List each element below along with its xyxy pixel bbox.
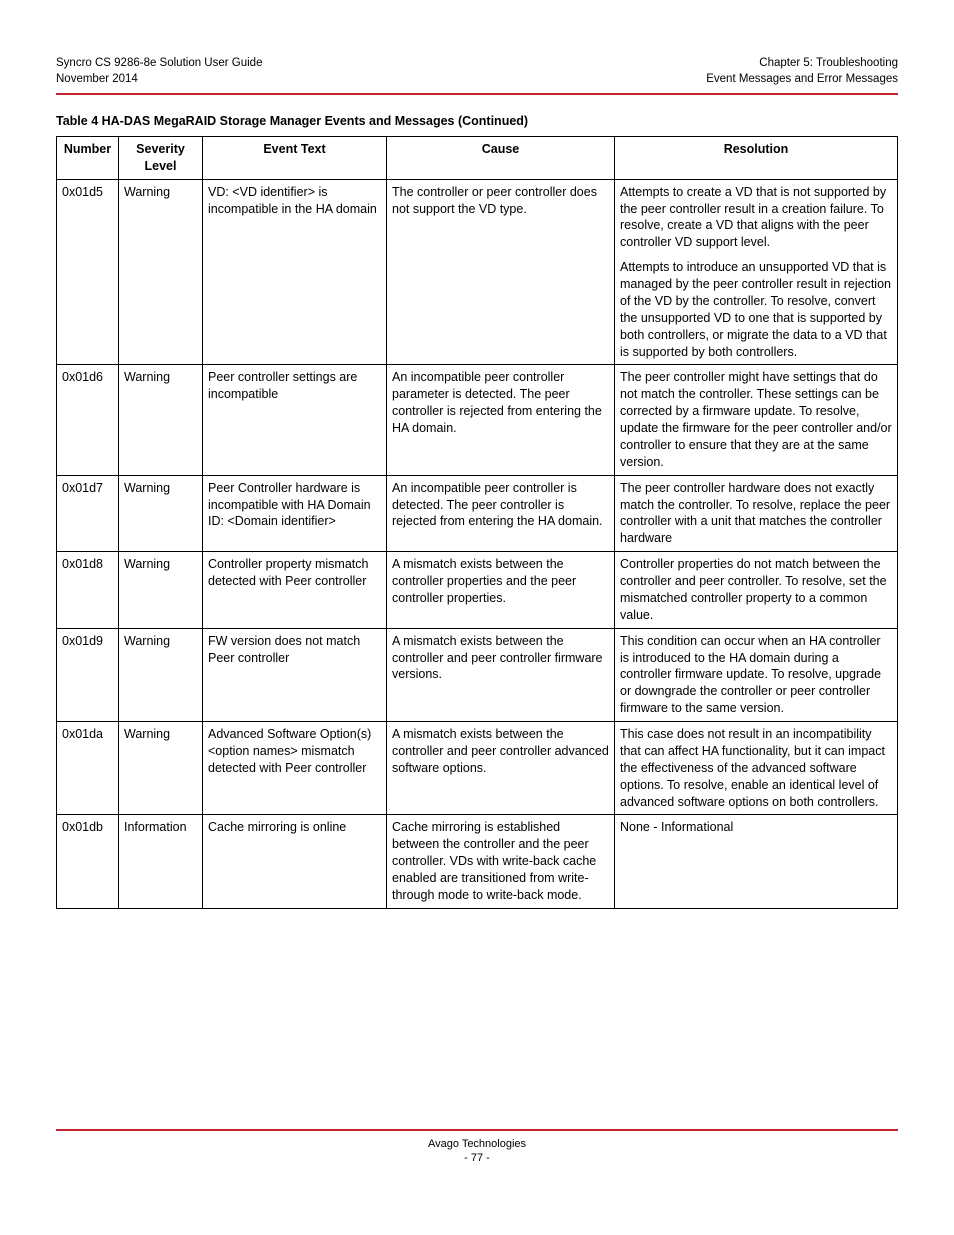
header-rule <box>56 93 898 95</box>
header-left: Syncro CS 9286-8e Solution User Guide No… <box>56 56 262 87</box>
cell-number: 0x01d7 <box>57 475 119 552</box>
col-resolution: Resolution <box>615 136 898 179</box>
resolution-para: Attempts to introduce an unsupported VD … <box>620 259 892 360</box>
cell-number: 0x01d5 <box>57 179 119 365</box>
cell-number: 0x01d8 <box>57 552 119 629</box>
col-cause: Cause <box>387 136 615 179</box>
cell-number: 0x01d9 <box>57 628 119 721</box>
footer-page: - 77 - <box>464 1152 490 1164</box>
cell-severity: Warning <box>119 552 203 629</box>
cell-resolution: None - Informational <box>615 815 898 908</box>
cell-event-text: FW version does not match Peer controlle… <box>203 628 387 721</box>
cell-event-text: VD: <VD identifier> is incompatible in t… <box>203 179 387 365</box>
cell-resolution: The peer controller might have settings … <box>615 365 898 475</box>
table-row: 0x01d7 Warning Peer Controller hardware … <box>57 475 898 552</box>
cell-cause: A mismatch exists between the controller… <box>387 628 615 721</box>
cell-event-text: Peer controller settings are incompatibl… <box>203 365 387 475</box>
cell-resolution: This condition can occur when an HA cont… <box>615 628 898 721</box>
cell-cause: A mismatch exists between the controller… <box>387 722 615 815</box>
header-right: Chapter 5: Troubleshooting Event Message… <box>706 56 898 87</box>
cell-cause: An incompatible peer controller paramete… <box>387 365 615 475</box>
table-row: 0x01d8 Warning Controller property misma… <box>57 552 898 629</box>
col-event-text: Event Text <box>203 136 387 179</box>
cell-severity: Warning <box>119 475 203 552</box>
cell-cause: An incompatible peer controller is detec… <box>387 475 615 552</box>
table-row: 0x01d6 Warning Peer controller settings … <box>57 365 898 475</box>
events-table: Number Severity Level Event Text Cause R… <box>56 136 898 909</box>
cell-resolution: Controller properties do not match betwe… <box>615 552 898 629</box>
cell-number: 0x01da <box>57 722 119 815</box>
table-row: 0x01da Warning Advanced Software Option(… <box>57 722 898 815</box>
doc-date: November 2014 <box>56 73 138 85</box>
cell-number: 0x01db <box>57 815 119 908</box>
cell-cause: Cache mirroring is established between t… <box>387 815 615 908</box>
cell-resolution: This case does not result in an incompat… <box>615 722 898 815</box>
cell-resolution: The peer controller hardware does not ex… <box>615 475 898 552</box>
cell-severity: Information <box>119 815 203 908</box>
table-row: 0x01d9 Warning FW version does not match… <box>57 628 898 721</box>
chapter-title: Chapter 5: Troubleshooting <box>759 57 898 69</box>
cell-event-text: Cache mirroring is online <box>203 815 387 908</box>
footer-rule <box>56 1129 898 1131</box>
cell-resolution: Attempts to create a VD that is not supp… <box>615 179 898 365</box>
cell-severity: Warning <box>119 722 203 815</box>
resolution-para: Attempts to create a VD that is not supp… <box>620 184 892 252</box>
cell-event-text: Advanced Software Option(s) <option name… <box>203 722 387 815</box>
page-header: Syncro CS 9286-8e Solution User Guide No… <box>56 56 898 87</box>
col-severity: Severity Level <box>119 136 203 179</box>
page-footer: Avago Technologies - 77 - <box>56 1137 898 1166</box>
table-caption: Table 4 HA-DAS MegaRAID Storage Manager … <box>56 113 898 130</box>
cell-event-text: Controller property mismatch detected wi… <box>203 552 387 629</box>
table-row: 0x01d5 Warning VD: <VD identifier> is in… <box>57 179 898 365</box>
cell-severity: Warning <box>119 179 203 365</box>
cell-severity: Warning <box>119 365 203 475</box>
cell-cause: The controller or peer controller does n… <box>387 179 615 365</box>
table-row: 0x01db Information Cache mirroring is on… <box>57 815 898 908</box>
section-title: Event Messages and Error Messages <box>706 73 898 85</box>
table-header-row: Number Severity Level Event Text Cause R… <box>57 136 898 179</box>
cell-number: 0x01d6 <box>57 365 119 475</box>
col-number: Number <box>57 136 119 179</box>
doc-title: Syncro CS 9286-8e Solution User Guide <box>56 57 262 69</box>
cell-cause: A mismatch exists between the controller… <box>387 552 615 629</box>
cell-severity: Warning <box>119 628 203 721</box>
footer-company: Avago Technologies <box>428 1138 526 1150</box>
cell-event-text: Peer Controller hardware is incompatible… <box>203 475 387 552</box>
